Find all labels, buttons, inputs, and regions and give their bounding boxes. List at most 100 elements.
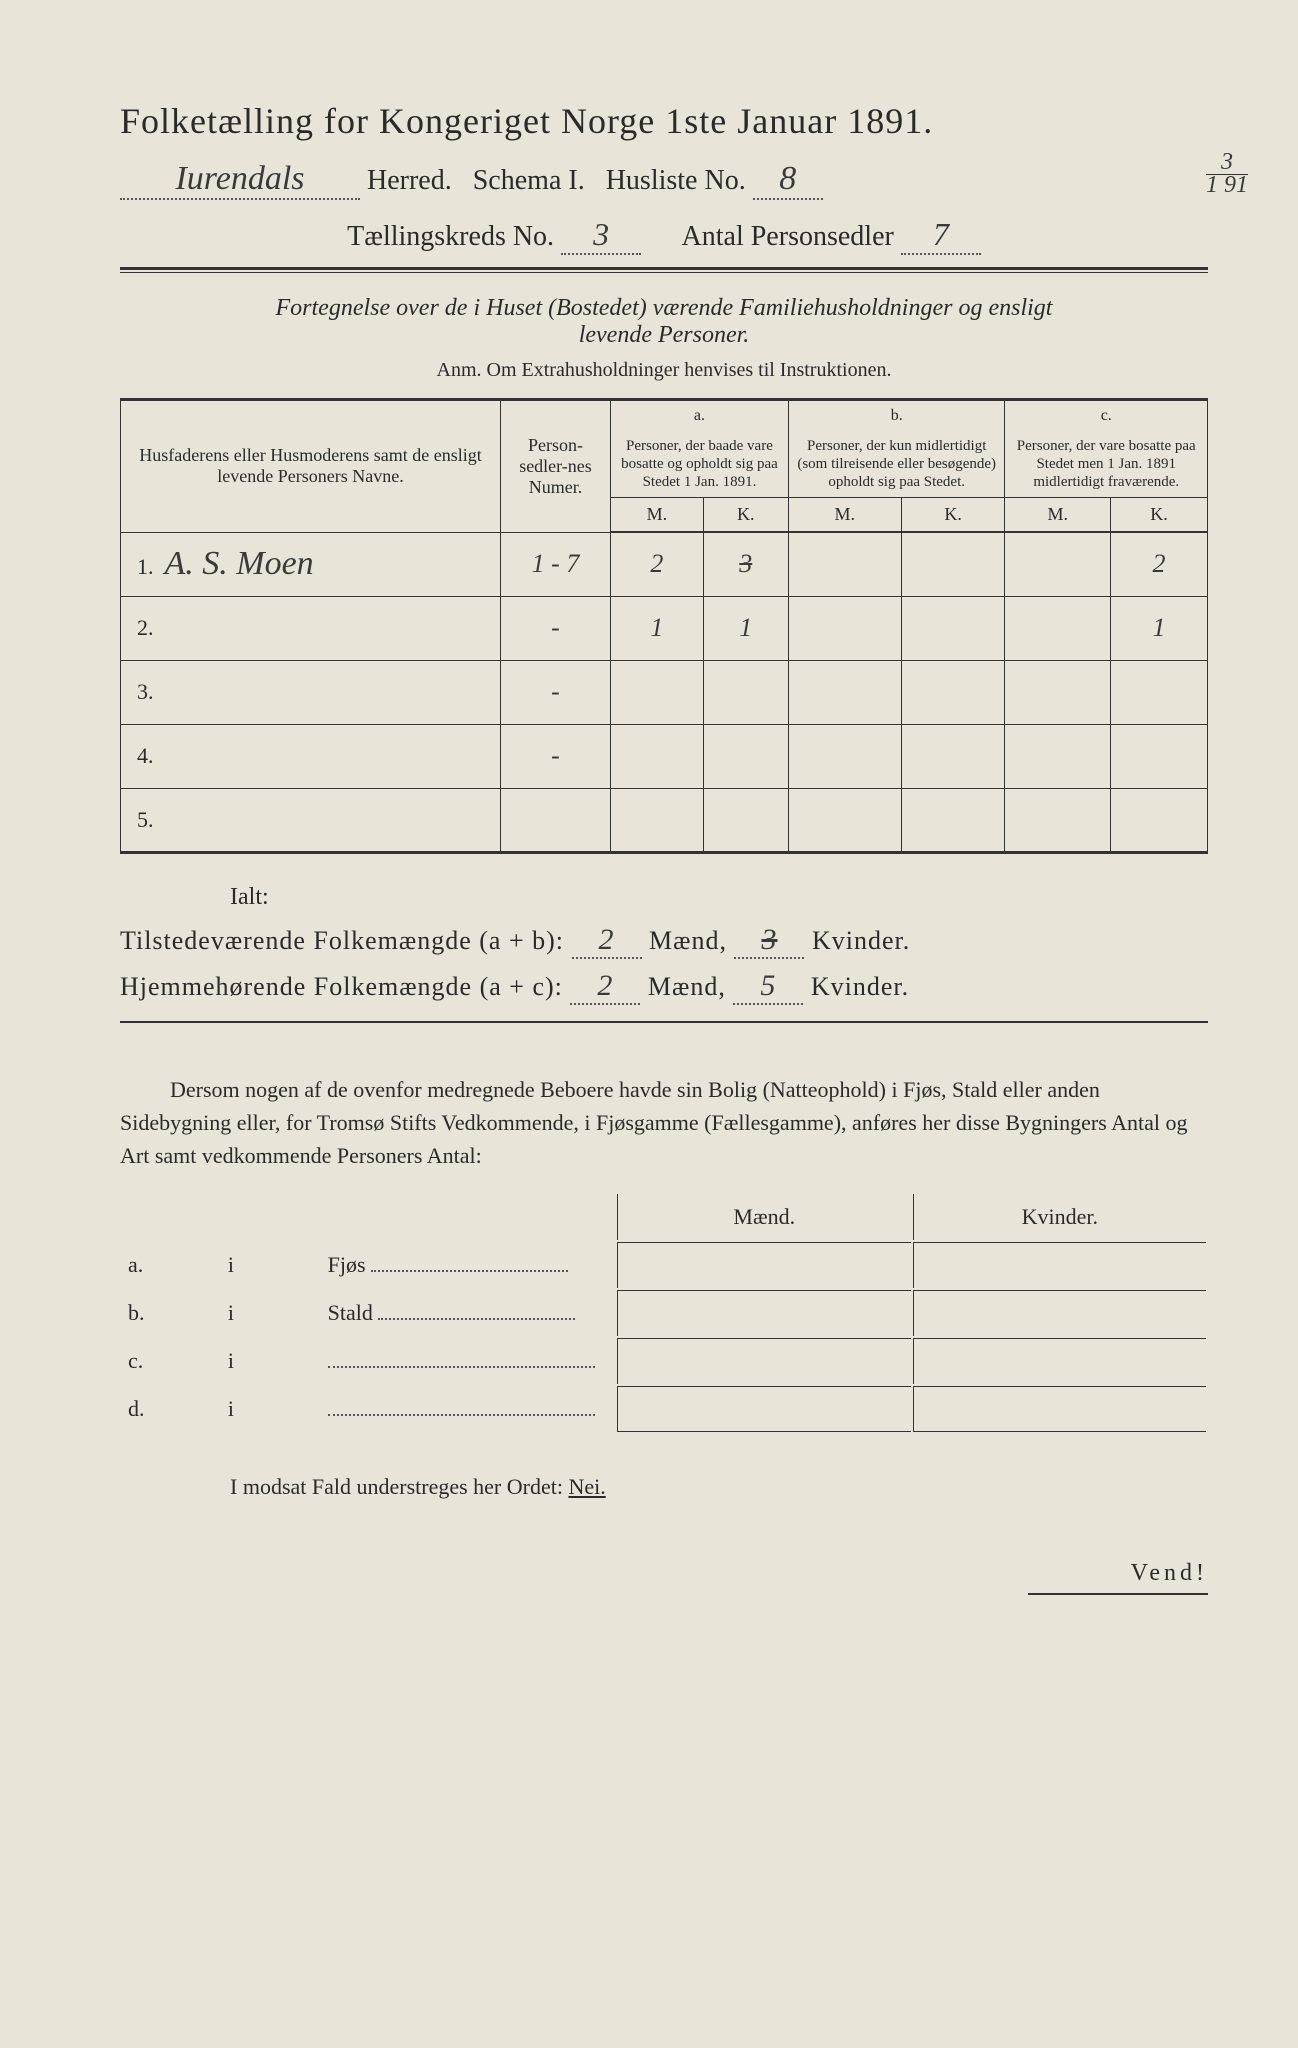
cell-ck: 1 [1110,596,1207,660]
cell-am [611,788,704,852]
cell-num [501,788,611,852]
side-cell-k [913,1242,1206,1288]
cell-cm [1005,724,1110,788]
cell-bk [901,596,1005,660]
table-row: 5. [121,788,1208,852]
cell-am: 1 [611,596,704,660]
cell-ak: 3 [703,532,788,596]
col-header-b-label: b. [788,400,1005,432]
maend-label: Mænd, [649,926,727,955]
husliste-value: 8 [753,160,823,200]
maend-label: Mænd, [648,972,726,1001]
subtitle-line2: levende Personer. [579,322,750,348]
cell-num: 1 - 7 [501,532,611,596]
col-b-m: M. [788,498,901,533]
col-header-names: Husfaderens eller Husmoderens samt de en… [121,400,501,533]
cell-ck [1110,788,1207,852]
col-header-a-label: a. [611,400,789,432]
col-a-k: K. [703,498,788,533]
totals-ac-m: 2 [570,969,640,1005]
side-cell-m [617,1290,910,1336]
totals-ac: Hjemmehørende Folkemængde (a + c): 2 Mæn… [120,969,1208,1005]
kreds-label: Tællingskreds No. [347,221,554,252]
cell-ak [703,788,788,852]
totals-ac-k: 5 [733,969,803,1005]
schema-label: Schema I. [473,165,585,196]
subtitle-line1: Fortegnelse over de i Huset (Bostedet) v… [276,295,1053,321]
totals-ab: Tilstedeværende Folkemængde (a + b): 2 M… [120,923,1208,959]
col-header-c-label: c. [1005,400,1208,432]
cell-bm [788,596,901,660]
table-row: 3. - [121,660,1208,724]
col-a-m: M. [611,498,704,533]
cell-bm [788,788,901,852]
totals-ab-m: 2 [572,923,642,959]
margin-date-year: 91 [1224,172,1248,198]
side-row: b. i Stald [122,1290,1206,1336]
cell-ck [1110,660,1207,724]
side-kvinder-header: Kvinder. [913,1194,1206,1240]
cell-bm [788,660,901,724]
table-row: 4. - [121,724,1208,788]
margin-date-den: 1 [1206,172,1218,198]
totals-rule [120,1021,1208,1023]
vend-rule [1028,1593,1208,1595]
ialt-label: Ialt: [230,884,1208,911]
cell-cm [1005,788,1110,852]
side-row-l: b. [122,1290,220,1336]
side-maend-header: Mænd. [617,1194,910,1240]
main-table: Husfaderens eller Husmoderens samt de en… [120,398,1208,854]
col-header-number: Person-sedler-nes Numer. [501,400,611,533]
husliste-label: Husliste No. [606,165,746,196]
kvinder-label: Kvinder. [811,972,909,1001]
cell-bm [788,724,901,788]
herred-value: Iurendals [120,160,360,200]
header-rule [120,267,1208,273]
subtitle: Fortegnelse over de i Huset (Bostedet) v… [120,295,1208,349]
row-num: 2. [121,596,501,660]
cell-num: - [501,660,611,724]
col-header-c: Personer, der vare bosatte paa Stedet me… [1005,431,1208,498]
side-row-i: i [222,1242,320,1288]
cell-ck [1110,724,1207,788]
totals-ac-label: Hjemmehørende Folkemængde (a + c): [120,972,563,1001]
side-row: c. i [122,1338,1206,1384]
row-num: 5. [121,788,501,852]
side-cell-m [617,1338,910,1384]
row-name: A. S. Moen [165,545,314,582]
side-row-l: c. [122,1338,220,1384]
col-c-m: M. [1005,498,1110,533]
cell-cm [1005,660,1110,724]
cell-num: - [501,596,611,660]
side-cell-m [617,1386,910,1432]
cell-ak: 1 [703,596,788,660]
anm-note: Anm. Om Extrahusholdninger henvises til … [120,359,1208,382]
totals-ab-label: Tilstedeværende Folkemængde (a + b): [120,926,564,955]
totals-ab-k: 3 [734,923,804,959]
header-line-2: Iurendals Herred. Schema I. Husliste No.… [120,160,1208,200]
row-num: 3. [121,660,501,724]
side-cell-k [913,1338,1206,1384]
side-cell-k [913,1290,1206,1336]
col-b-k: K. [901,498,1005,533]
side-row-l: a. [122,1242,220,1288]
modsat-line: I modsat Fald understreges her Ordet: Ne… [120,1474,1208,1500]
cell-bm [788,532,901,596]
col-header-b: Personer, der kun midlertidigt (som tilr… [788,431,1005,498]
row-num: 1. [137,554,154,579]
cell-cm [1005,532,1110,596]
modsat-label: I modsat Fald understreges her Ordet: [230,1474,563,1499]
vend-label: Vend! [120,1560,1208,1587]
table-row: 2. - 1 1 1 [121,596,1208,660]
side-row: d. i [122,1386,1206,1432]
table-row: 1. A. S. Moen 1 - 7 2 3 2 [121,532,1208,596]
nei-word: Nei. [568,1474,605,1499]
header-line-3: Tællingskreds No. 3 Antal Personsedler 7 [120,216,1208,255]
cell-bk [901,724,1005,788]
side-row: a. i Fjøs [122,1242,1206,1288]
side-row-t: Fjøs [328,1252,366,1277]
col-header-a: Personer, der baade vare bosatte og opho… [611,431,789,498]
personsedler-value: 7 [901,216,981,255]
side-row-i: i [222,1386,320,1432]
cell-am [611,724,704,788]
